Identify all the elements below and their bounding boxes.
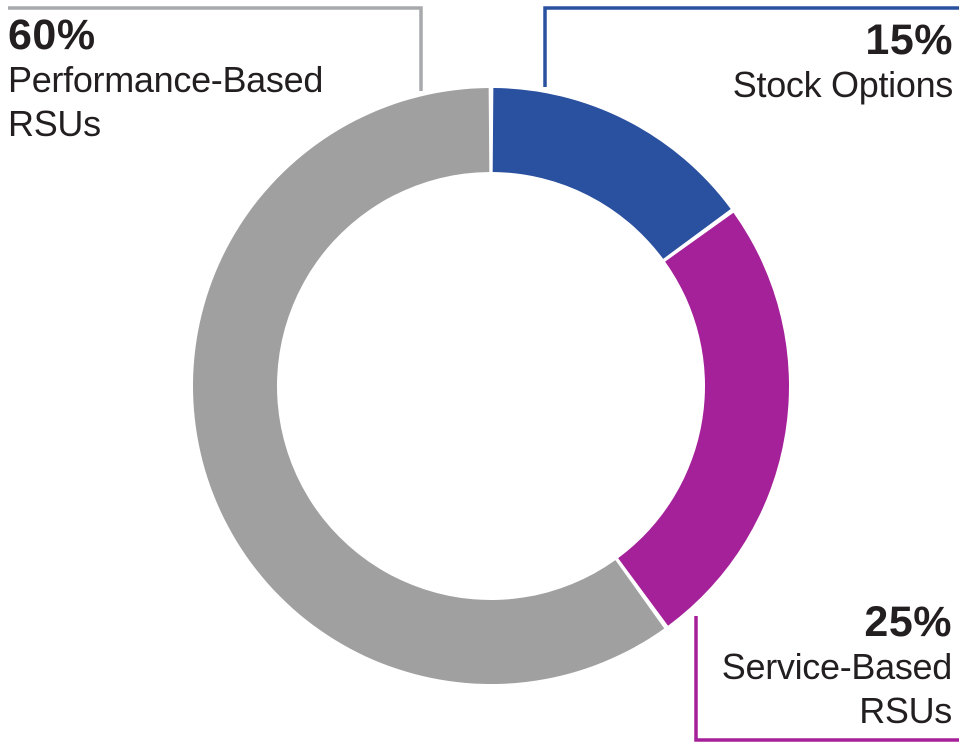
callout-stock-options: 15% Stock Options	[593, 16, 954, 107]
service-label-line2: RSUs	[859, 690, 952, 731]
service-label-line1: Service-Based	[721, 646, 953, 687]
leader-line-stock-options	[543, 6, 959, 87]
performance-pct-value: 60%	[8, 11, 96, 59]
slice-stock-options	[492, 88, 731, 259]
stock-pct-value: 15%	[865, 16, 953, 64]
leader-line-performance-rsus	[8, 6, 423, 91]
stock-label-line1: Stock Options	[732, 64, 954, 105]
callout-service-rsus: 25% Service-Based RSUs	[592, 598, 953, 733]
performance-label-line2: RSUs	[8, 103, 101, 144]
slice-service-based-rsus	[618, 212, 790, 626]
leader-line-service-rsus	[694, 616, 959, 742]
callout-performance-rsus: 60% Performance-Based RSUs	[8, 13, 368, 146]
performance-label-line1: Performance-Based	[8, 59, 324, 100]
service-pct-value: 25%	[864, 598, 952, 646]
slice-performance-based-rsus	[193, 88, 665, 685]
donut-slices	[193, 88, 790, 685]
